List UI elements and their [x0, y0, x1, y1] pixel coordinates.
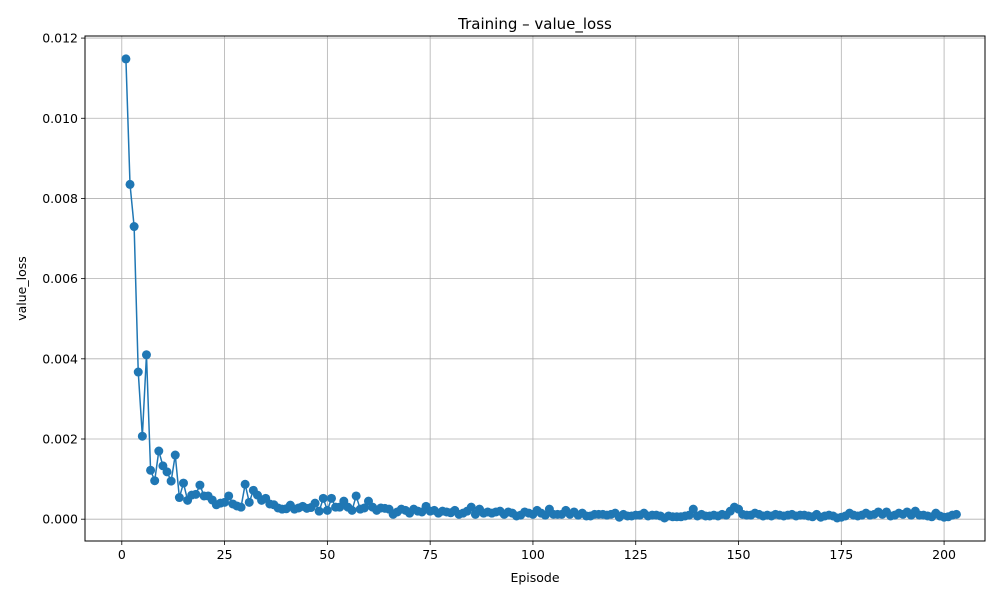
plot-frame	[84, 35, 986, 542]
x-axis-label: Episode	[510, 570, 559, 585]
data-point	[166, 476, 176, 486]
data-point	[220, 497, 230, 507]
data-point	[314, 506, 324, 516]
series-layer	[121, 54, 961, 523]
x-tick-label: 50	[319, 547, 335, 562]
data-point	[347, 505, 357, 515]
data-point	[125, 179, 135, 189]
data-point	[322, 505, 332, 515]
data-point	[170, 450, 180, 460]
x-tick-label: 25	[217, 547, 233, 562]
y-tick-label: 0.008	[42, 191, 78, 206]
data-point	[688, 504, 698, 514]
data-point	[244, 497, 254, 507]
data-point	[224, 491, 234, 501]
data-point	[326, 493, 336, 503]
data-point	[318, 493, 328, 503]
data-point	[236, 502, 246, 512]
data-point	[174, 493, 184, 503]
x-tick-label: 150	[727, 547, 751, 562]
x-tick-label: 200	[932, 547, 956, 562]
data-point	[310, 498, 320, 508]
y-tick-label: 0.006	[42, 271, 78, 286]
y-tick-label: 0.010	[42, 111, 78, 126]
x-tick-label: 100	[521, 547, 545, 562]
y-tick-label: 0.000	[42, 512, 78, 527]
x-tick-label: 75	[422, 547, 438, 562]
data-point	[195, 480, 205, 490]
data-point	[466, 502, 476, 512]
data-point	[240, 479, 250, 489]
y-tick-label: 0.004	[42, 351, 78, 366]
chart-title: Training – value_loss	[457, 15, 612, 34]
y-axis-label: value_loss	[14, 256, 29, 321]
x-tick-label: 125	[624, 547, 648, 562]
x-tick-label: 0	[118, 547, 126, 562]
data-point	[951, 509, 961, 519]
axis-ticks: 0 25 50 75 100 125 150 175 200 0.000 0.002 0.004 0.0…	[42, 31, 956, 562]
data-point	[121, 54, 131, 64]
data-point	[351, 491, 361, 501]
y-tick-label: 0.002	[42, 432, 78, 447]
data-point	[146, 465, 156, 475]
data-point	[129, 222, 139, 232]
data-point	[133, 367, 143, 377]
x-tick-label: 175	[829, 547, 853, 562]
y-tick-label: 0.012	[42, 31, 78, 46]
data-point	[141, 350, 151, 360]
data-point	[162, 467, 172, 477]
data-point	[178, 478, 188, 488]
data-point	[191, 489, 201, 499]
data-point	[150, 476, 160, 486]
data-point	[359, 503, 369, 513]
data-point	[154, 446, 164, 456]
data-point	[137, 431, 147, 441]
